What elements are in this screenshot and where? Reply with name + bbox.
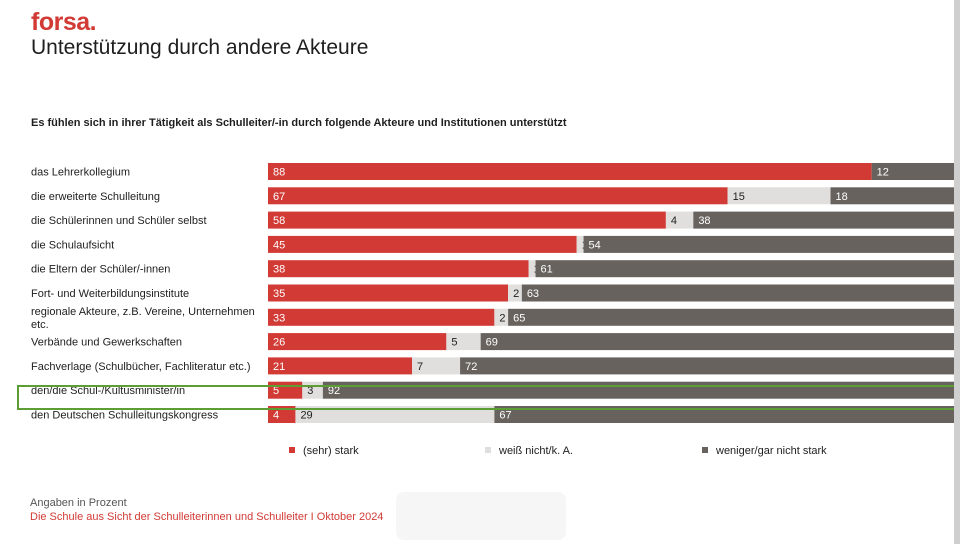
category-label-line: die Eltern der Schüler/-innen bbox=[31, 264, 170, 276]
category-label-line: den/die Schul-/Kultusminister/in bbox=[31, 385, 185, 397]
bar-segment bbox=[268, 211, 666, 229]
data-label: 54 bbox=[589, 239, 601, 251]
bar-segment bbox=[871, 163, 954, 180]
data-label: 45 bbox=[273, 239, 285, 251]
chart-subtitle: Es fühlen sich in ihrer Tätigkeit als Sc… bbox=[31, 117, 567, 129]
bar-segment bbox=[268, 163, 872, 180]
legend-label: weiß nicht/k. A. bbox=[498, 445, 573, 457]
bar-segment bbox=[830, 187, 954, 205]
data-label: 3 bbox=[307, 385, 313, 397]
category-label: regionale Akteure, z.B. Vereine, Unterne… bbox=[31, 306, 255, 331]
legend-label: weniger/gar nicht stark bbox=[715, 445, 827, 457]
data-label: 7 bbox=[417, 361, 423, 373]
data-label: 18 bbox=[836, 191, 848, 203]
bar-segment bbox=[268, 187, 728, 205]
bar-segment bbox=[583, 235, 954, 253]
category-label: Fachverlage (Schulbücher, Fachliteratur … bbox=[31, 361, 251, 373]
category-label: Verbände und Gewerkschaften bbox=[31, 337, 182, 349]
category-label: die Schülerinnen und Schüler selbst bbox=[31, 215, 207, 227]
data-label: 12 bbox=[877, 167, 889, 179]
highlight-frame bbox=[17, 385, 960, 410]
data-label: 5 bbox=[273, 385, 279, 397]
brand-logo: forsa. bbox=[31, 8, 97, 36]
bar-segment bbox=[268, 308, 495, 326]
data-label: 2 bbox=[499, 312, 505, 324]
data-label: 29 bbox=[300, 410, 312, 422]
category-label-line: den Deutschen Schulleitungskongress bbox=[31, 410, 219, 422]
category-label: die Eltern der Schüler/-innen bbox=[31, 264, 170, 276]
category-label-line: etc. bbox=[31, 319, 49, 331]
bar-segment bbox=[268, 284, 509, 302]
bar-segment bbox=[535, 260, 954, 278]
bar-segment bbox=[521, 284, 954, 302]
category-label: den Deutschen Schulleitungskongress bbox=[31, 410, 219, 422]
bar-segment bbox=[268, 333, 447, 351]
data-label: 67 bbox=[273, 191, 285, 203]
bar-segment bbox=[508, 308, 954, 326]
data-label: 58 bbox=[273, 215, 285, 227]
page-title: Unterstützung durch andere Akteure bbox=[31, 36, 369, 59]
bar-segment bbox=[693, 211, 954, 229]
data-label: 88 bbox=[273, 167, 285, 179]
bar-segment bbox=[494, 406, 954, 423]
footer-source: Die Schule aus Sicht der Schulleiterinne… bbox=[30, 511, 384, 523]
category-label-line: die Schülerinnen und Schüler selbst bbox=[31, 215, 207, 227]
data-label: 35 bbox=[273, 288, 285, 300]
category-label: das Lehrerkollegium bbox=[31, 167, 130, 179]
bar-segment bbox=[727, 187, 831, 205]
category-label: die erweiterte Schulleitung bbox=[31, 191, 160, 203]
data-label: 26 bbox=[273, 337, 285, 349]
window-edge bbox=[954, 0, 960, 544]
data-label: 33 bbox=[273, 312, 285, 324]
legend-swatch bbox=[702, 447, 708, 453]
category-label-line: die Schulaufsicht bbox=[31, 239, 114, 251]
footer-note: Angaben in Prozent bbox=[30, 497, 127, 509]
bar-segment bbox=[576, 235, 584, 253]
data-label: 38 bbox=[698, 215, 710, 227]
category-label: Fort- und Weiterbildungsinstitute bbox=[31, 288, 189, 300]
bar-segment bbox=[446, 333, 481, 351]
bar-segment bbox=[268, 406, 296, 423]
data-label: 4 bbox=[273, 410, 279, 422]
legend-swatch bbox=[289, 447, 295, 453]
bar-segment bbox=[268, 260, 529, 278]
bar-segment bbox=[268, 235, 577, 253]
category-label: die Schulaufsicht bbox=[31, 239, 114, 251]
category-label-line: Fort- und Weiterbildungsinstitute bbox=[31, 288, 189, 300]
category-label-line: regionale Akteure, z.B. Vereine, Unterne… bbox=[31, 306, 255, 318]
data-label: 65 bbox=[513, 312, 525, 324]
category-label-line: Fachverlage (Schulbücher, Fachliteratur … bbox=[31, 361, 251, 373]
category-label-line: das Lehrerkollegium bbox=[31, 167, 130, 179]
bar-segment bbox=[460, 357, 954, 375]
legend-swatch bbox=[485, 447, 491, 453]
overlay-bubble bbox=[396, 492, 566, 540]
data-label: 92 bbox=[328, 385, 340, 397]
bar-segment bbox=[480, 333, 954, 351]
bar-segment bbox=[295, 406, 495, 423]
category-label-line: Verbände und Gewerkschaften bbox=[31, 337, 182, 349]
data-label: 5 bbox=[451, 337, 457, 349]
bar-segment bbox=[494, 308, 509, 326]
data-label: 69 bbox=[486, 337, 498, 349]
data-label: 72 bbox=[465, 361, 477, 373]
category-label-line: die erweiterte Schulleitung bbox=[31, 191, 160, 203]
data-label: 38 bbox=[273, 264, 285, 276]
category-label: den/die Schul-/Kultusminister/in bbox=[31, 385, 185, 397]
bar-segment bbox=[508, 284, 522, 302]
bar-segment bbox=[528, 260, 536, 278]
legend-label: (sehr) stark bbox=[303, 445, 359, 457]
data-label: 2 bbox=[513, 288, 519, 300]
bar-segment bbox=[665, 211, 694, 229]
data-label: 63 bbox=[527, 288, 539, 300]
data-label: 4 bbox=[671, 215, 677, 227]
data-label: 61 bbox=[541, 264, 553, 276]
data-label: 21 bbox=[273, 361, 285, 373]
bar-segment bbox=[412, 357, 461, 375]
data-label: 15 bbox=[733, 191, 745, 203]
bar-segment bbox=[268, 357, 413, 375]
data-label: 67 bbox=[499, 410, 511, 422]
